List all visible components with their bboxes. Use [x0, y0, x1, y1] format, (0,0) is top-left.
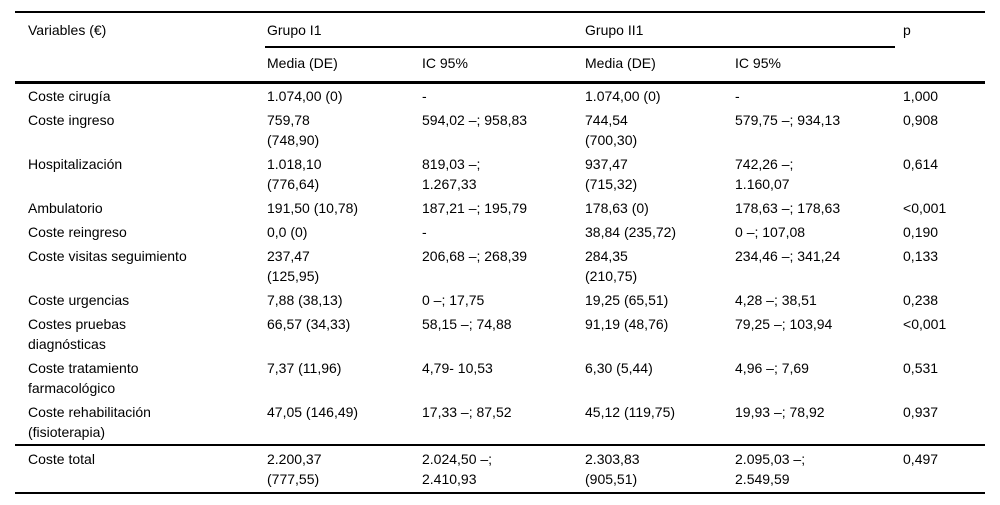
cell-g2-ic: 19,93 –; 78,92 — [735, 404, 825, 420]
table-row: Coste urgencias 7,88 (38,13) 0 –; 17,75 … — [15, 288, 985, 312]
col-header-grupo-i: Grupo I1 — [265, 12, 584, 48]
table-row: Coste visitas seguimiento 237,47 (125,95… — [15, 244, 985, 288]
cell-g2-ic: 178,63 –; 178,63 — [735, 200, 841, 216]
cell-g1-ic: 187,21 –; 195,79 — [422, 200, 528, 216]
cell-g2-ic: 234,46 –; 341,24 — [735, 248, 841, 264]
cell-variable: Ambulatorio — [28, 200, 103, 216]
cell-variable: Coste reingreso — [28, 224, 127, 240]
cell-g1-media: 1.018,10 (776,64) — [267, 156, 322, 192]
cell-g1-ic: 2.024,50 –; 2.410,93 — [422, 451, 493, 487]
cell-variable: Coste urgencias — [28, 292, 130, 308]
table-row: Coste reingreso 0,0 (0) - 38,84 (235,72)… — [15, 220, 985, 244]
cell-p-value: 0,190 — [903, 224, 939, 240]
cell-g1-media: 2.200,37 (777,55) — [267, 451, 322, 487]
col-header-ic95-grupo-ii: IC 95% — [735, 55, 781, 71]
costs-comparison-table: Variables (€) Grupo I1 Grupo II1 p Media… — [15, 11, 986, 494]
cell-g1-ic: 17,33 –; 87,52 — [422, 404, 512, 420]
cell-p-value: 0,937 — [903, 404, 939, 420]
cell-g2-media: 744,54 (700,30) — [585, 112, 638, 148]
cell-g1-media: 0,0 (0) — [267, 224, 308, 240]
cell-g1-ic: 58,15 –; 74,88 — [422, 316, 512, 332]
table-row: Costes pruebas diagnósticas 66,57 (34,33… — [15, 312, 985, 356]
cell-g2-media: 284,35 (210,75) — [585, 248, 638, 284]
table-row: Hospitalización 1.018,10 (776,64) 819,03… — [15, 152, 985, 196]
cell-g2-media: 178,63 (0) — [585, 200, 649, 216]
cell-g2-ic: 4,28 –; 38,51 — [735, 292, 817, 308]
cell-g1-ic: - — [422, 88, 427, 104]
cell-g2-ic: 4,96 –; 7,69 — [735, 360, 809, 376]
sub-header-row: Media (DE) IC 95% Media (DE) IC 95% — [15, 47, 985, 83]
cell-g1-media: 47,05 (146,49) — [267, 404, 359, 420]
table-row: Coste tratamiento farmacológico 7,37 (11… — [15, 356, 985, 400]
cell-p-value: 0,908 — [903, 112, 939, 128]
cell-variable: Coste cirugía — [28, 88, 111, 104]
cell-g1-ic: 4,79- 10,53 — [422, 360, 493, 376]
cell-p-value: 0,614 — [903, 156, 939, 172]
cell-g1-media: 191,50 (10,78) — [267, 200, 359, 216]
cell-variable: Coste visitas seguimiento — [28, 248, 187, 264]
cell-g1-ic: 0 –; 17,75 — [422, 292, 485, 308]
cell-g2-media: 1.074,00 (0) — [585, 88, 661, 104]
table-row: Coste rehabilitación (fisioterapia) 47,0… — [15, 400, 985, 445]
cell-g1-ic: 819,03 –; 1.267,33 — [422, 156, 481, 192]
cell-variable: Coste total — [28, 451, 95, 467]
cell-g2-media: 45,12 (119,75) — [585, 404, 676, 420]
total-row: Coste total 2.200,37 (777,55) 2.024,50 –… — [15, 445, 985, 493]
col-header-variables: Variables (€) — [28, 22, 107, 38]
cell-p-value: 0,133 — [903, 248, 939, 264]
table-total-section: Coste total 2.200,37 (777,55) 2.024,50 –… — [15, 445, 986, 493]
cell-g2-ic: - — [735, 88, 740, 104]
cell-g1-media: 7,88 (38,13) — [267, 292, 343, 308]
cell-p-value: <0,001 — [903, 200, 947, 216]
group-header-row: Variables (€) Grupo I1 Grupo II1 p — [15, 12, 985, 48]
table-row: Coste cirugía 1.074,00 (0) - 1.074,00 (0… — [15, 83, 985, 109]
table-body: Coste cirugía 1.074,00 (0) - 1.074,00 (0… — [15, 82, 986, 446]
col-header-media-grupo-ii: Media (DE) — [585, 55, 656, 71]
cell-g2-ic: 79,25 –; 103,94 — [735, 316, 833, 332]
cell-p-value: 0,531 — [903, 360, 939, 376]
cell-p-value: <0,001 — [903, 316, 947, 332]
cell-g1-media: 237,47 (125,95) — [267, 248, 320, 284]
cell-g2-ic: 579,75 –; 934,13 — [735, 112, 841, 128]
cell-g1-media: 759,78 (748,90) — [267, 112, 320, 148]
cell-g1-media: 1.074,00 (0) — [267, 88, 343, 104]
cell-variable: Coste rehabilitación (fisioterapia) — [28, 404, 151, 440]
cell-g1-media: 7,37 (11,96) — [267, 360, 342, 376]
cell-p-value: 1,000 — [903, 88, 939, 104]
table-row: Coste ingreso 759,78 (748,90) 594,02 –; … — [15, 108, 985, 152]
table-row: Ambulatorio 191,50 (10,78) 187,21 –; 195… — [15, 196, 985, 220]
cell-g1-media: 66,57 (34,33) — [267, 316, 351, 332]
col-header-p: p — [903, 22, 911, 38]
cell-g1-ic: 594,02 –; 958,83 — [422, 112, 528, 128]
cell-variable: Coste tratamiento farmacológico — [28, 360, 139, 396]
cell-p-value: 0,497 — [903, 451, 939, 467]
cell-g2-media: 6,30 (5,44) — [585, 360, 653, 376]
cell-g2-media: 19,25 (65,51) — [585, 292, 669, 308]
cell-g2-ic: 742,26 –; 1.160,07 — [735, 156, 794, 192]
cell-p-value: 0,238 — [903, 292, 939, 308]
costs-table-container: Variables (€) Grupo I1 Grupo II1 p Media… — [15, 11, 986, 494]
cell-g2-media: 2.303,83 (905,51) — [585, 451, 640, 487]
cell-g2-media: 38,84 (235,72) — [585, 224, 677, 240]
cell-g2-media: 91,19 (48,76) — [585, 316, 669, 332]
col-header-grupo-ii: Grupo II1 — [583, 12, 896, 48]
cell-g2-ic: 2.095,03 –; 2.549,59 — [735, 451, 806, 487]
cell-g2-ic: 0 –; 107,08 — [735, 224, 806, 240]
col-header-media-grupo-i: Media (DE) — [267, 55, 338, 71]
cell-g1-ic: - — [422, 224, 427, 240]
table-header: Variables (€) Grupo I1 Grupo II1 p Media… — [15, 12, 985, 83]
cell-g2-media: 937,47 (715,32) — [585, 156, 638, 192]
cell-variable: Hospitalización — [28, 156, 123, 172]
cell-variable: Coste ingreso — [28, 112, 115, 128]
cell-variable: Costes pruebas diagnósticas — [28, 316, 127, 352]
col-header-ic95-grupo-i: IC 95% — [422, 55, 468, 71]
cell-g1-ic: 206,68 –; 268,39 — [422, 248, 528, 264]
